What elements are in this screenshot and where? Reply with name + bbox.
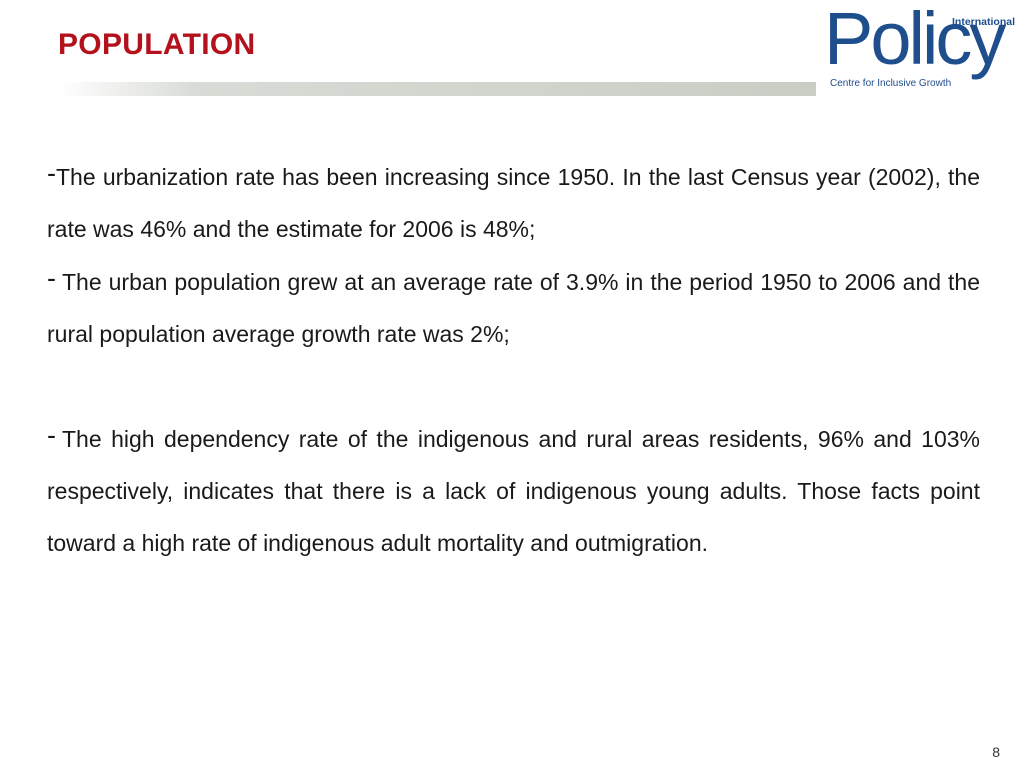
bullet-text: The urban population grew at an average … [47,269,980,347]
title-underline-bar [58,82,816,96]
logo-tagline: Centre for Inclusive Growth [830,78,952,89]
bullet-dash: - [47,420,56,450]
bullet-paragraph: -The urbanization rate has been increasi… [47,150,980,255]
slide-title: POPULATION [58,28,256,61]
logo-international-label: International [952,16,1016,28]
bullet-text: The urbanization rate has been increasin… [47,164,980,242]
paragraph-spacer [47,360,980,412]
bullet-dash: - [47,263,56,293]
bullet-text: The high dependency rate of the indigeno… [47,426,980,556]
slide-body: -The urbanization rate has been increasi… [47,150,980,569]
bullet-dash: - [47,158,56,188]
policy-centre-logo: Policy International Centre for Inclusiv… [822,2,1018,92]
page-number: 8 [992,744,1000,760]
logo-wordmark: Policy [824,0,1006,80]
bullet-paragraph: - The high dependency rate of the indigen… [47,412,980,569]
bullet-paragraph: - The urban population grew at an average… [47,255,980,360]
